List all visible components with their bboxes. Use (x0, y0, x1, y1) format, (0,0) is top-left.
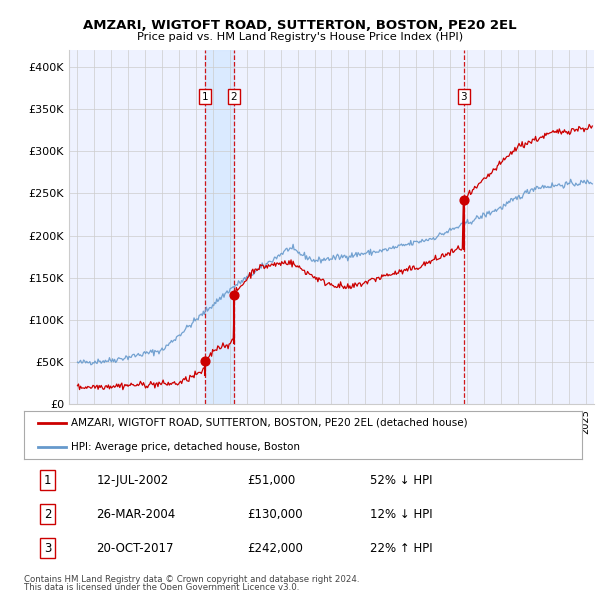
Point (200, 356, 210, 366)
Point (229, 290, 239, 299)
Text: £51,000: £51,000 (247, 474, 295, 487)
Text: This data is licensed under the Open Government Licence v3.0.: This data is licensed under the Open Gov… (24, 583, 299, 590)
Text: 1: 1 (44, 474, 51, 487)
Text: 26-MAR-2004: 26-MAR-2004 (97, 507, 176, 520)
Text: 3: 3 (44, 542, 51, 555)
Text: 2: 2 (230, 91, 237, 101)
Text: AMZARI, WIGTOFT ROAD, SUTTERTON, BOSTON, PE20 2EL (detached house): AMZARI, WIGTOFT ROAD, SUTTERTON, BOSTON,… (71, 418, 468, 428)
Text: 22% ↑ HPI: 22% ↑ HPI (370, 542, 433, 555)
Text: 1: 1 (202, 91, 208, 101)
Text: 52% ↓ HPI: 52% ↓ HPI (370, 474, 433, 487)
Text: HPI: Average price, detached house, Boston: HPI: Average price, detached house, Bost… (71, 442, 301, 452)
Bar (205, 50, 234, 404)
Text: 12-JUL-2002: 12-JUL-2002 (97, 474, 169, 487)
Text: Price paid vs. HM Land Registry's House Price Index (HPI): Price paid vs. HM Land Registry's House … (137, 32, 463, 42)
Text: 2: 2 (44, 507, 51, 520)
Text: £242,000: £242,000 (247, 542, 303, 555)
Point (459, 195, 469, 205)
Text: £130,000: £130,000 (247, 507, 303, 520)
Text: AMZARI, WIGTOFT ROAD, SUTTERTON, BOSTON, PE20 2EL: AMZARI, WIGTOFT ROAD, SUTTERTON, BOSTON,… (83, 19, 517, 32)
Text: 3: 3 (460, 91, 467, 101)
Text: Contains HM Land Registry data © Crown copyright and database right 2024.: Contains HM Land Registry data © Crown c… (24, 575, 359, 584)
Text: 12% ↓ HPI: 12% ↓ HPI (370, 507, 433, 520)
Text: 20-OCT-2017: 20-OCT-2017 (97, 542, 174, 555)
